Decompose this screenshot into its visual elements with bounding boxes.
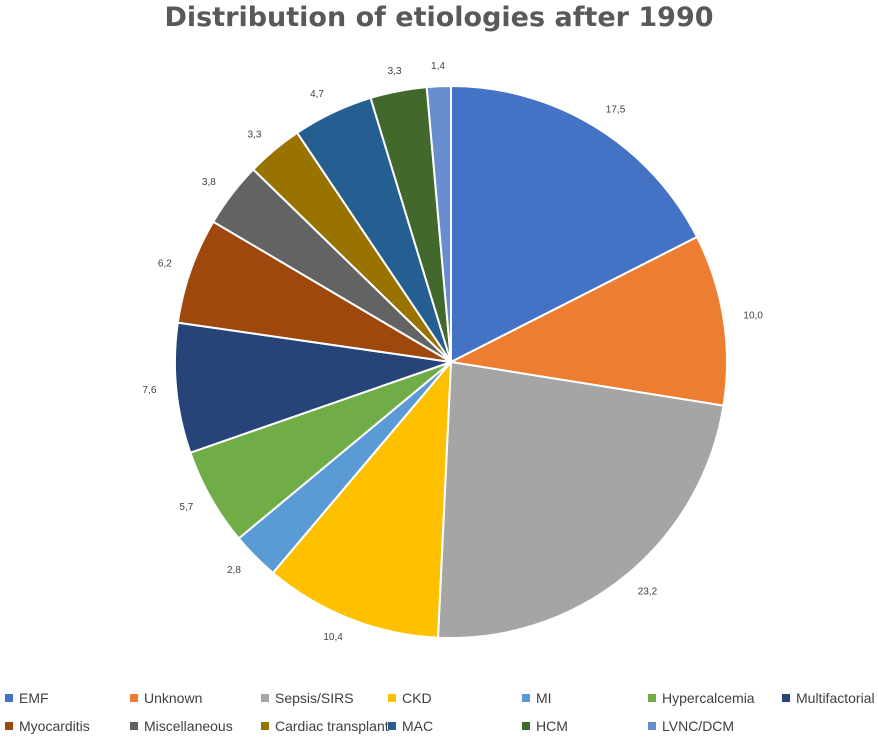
legend-item-5: Hypercalcemia bbox=[648, 690, 755, 706]
chart-title: Distribution of etiologies after 1990 bbox=[164, 2, 714, 33]
legend-label: Sepsis/SIRS bbox=[275, 690, 354, 706]
legend-item-7: Myocarditis bbox=[5, 718, 90, 734]
legend-item-6: Multifactorial bbox=[782, 690, 875, 706]
legend-swatch bbox=[5, 722, 13, 730]
legend-label: Unknown bbox=[144, 690, 203, 706]
pie-chart: 17,5 10,0 23,2 10,4 2,8 5,7 7,6 6,2 3,8 3,3 4,7 3,3… bbox=[142, 61, 763, 643]
legend-swatch bbox=[522, 722, 530, 730]
legend-row: Myocarditis Miscellaneous Cardiac transpla… bbox=[0, 718, 878, 746]
legend-swatch bbox=[388, 694, 396, 702]
legend-label: Multifactorial bbox=[796, 690, 875, 706]
legend-item-8: Miscellaneous bbox=[130, 718, 233, 734]
legend-item-3: CKD bbox=[388, 690, 432, 706]
legend-swatch bbox=[648, 694, 656, 702]
legend-label: LVNC/DCM bbox=[662, 718, 735, 734]
legend-row: EMF Unknown Sepsis/SIRS CKD MI Hypercalcemia M… bbox=[0, 690, 878, 718]
pie-slice-2 bbox=[436, 360, 725, 639]
data-label-11: 3,3 bbox=[388, 66, 402, 77]
legend-label: Miscellaneous bbox=[144, 718, 233, 734]
legend-item-0: EMF bbox=[5, 690, 49, 706]
legend-swatch bbox=[388, 722, 396, 730]
pie-slice-3 bbox=[271, 359, 453, 639]
legend-item-9: Cardiac transplant bbox=[261, 718, 389, 734]
legend-swatch bbox=[782, 694, 790, 702]
legend-item-10: MAC bbox=[388, 718, 433, 734]
legend-swatch bbox=[261, 722, 269, 730]
data-label-1: 10,0 bbox=[743, 311, 763, 322]
legend-label: HCM bbox=[536, 718, 568, 734]
data-label-7: 6,2 bbox=[158, 258, 172, 269]
legend-item-12: LVNC/DCM bbox=[648, 718, 734, 734]
legend-label: Cardiac transplant bbox=[275, 718, 389, 734]
data-label-3: 10,4 bbox=[323, 632, 343, 643]
legend-item-4: MI bbox=[522, 690, 552, 706]
legend-item-11: HCM bbox=[522, 718, 568, 734]
legend-swatch bbox=[130, 694, 138, 702]
data-label-10: 4,7 bbox=[310, 89, 324, 100]
legend-label: Myocarditis bbox=[19, 718, 90, 734]
pie-slice-6 bbox=[174, 321, 452, 454]
legend-swatch bbox=[261, 694, 269, 702]
data-label-12: 1,4 bbox=[431, 61, 445, 72]
legend-label: Hypercalcemia bbox=[662, 690, 755, 706]
data-label-2: 23,2 bbox=[638, 586, 658, 597]
legend-swatch bbox=[522, 694, 530, 702]
data-label-5: 5,7 bbox=[179, 502, 193, 513]
legend-item-2: Sepsis/SIRS bbox=[261, 690, 354, 706]
legend-item-1: Unknown bbox=[130, 690, 202, 706]
data-label-4: 2,8 bbox=[227, 565, 241, 576]
legend-label: MAC bbox=[402, 718, 434, 734]
pie-slice-1 bbox=[447, 235, 728, 407]
pie-slice-12 bbox=[425, 84, 452, 363]
data-label-0: 17,5 bbox=[606, 104, 626, 115]
data-label-6: 7,6 bbox=[142, 385, 156, 396]
legend-swatch bbox=[130, 722, 138, 730]
data-label-8: 3,8 bbox=[202, 177, 216, 188]
legend-label: MI bbox=[536, 690, 552, 706]
data-label-9: 3,3 bbox=[247, 129, 261, 140]
legend-swatch bbox=[648, 722, 656, 730]
pie-slice-0 bbox=[450, 84, 699, 364]
legend-label: EMF bbox=[19, 690, 49, 706]
legend-swatch bbox=[5, 694, 13, 702]
legend-label: CKD bbox=[402, 690, 432, 706]
legend: EMF Unknown Sepsis/SIRS CKD MI Hypercalcemia M… bbox=[0, 690, 878, 746]
